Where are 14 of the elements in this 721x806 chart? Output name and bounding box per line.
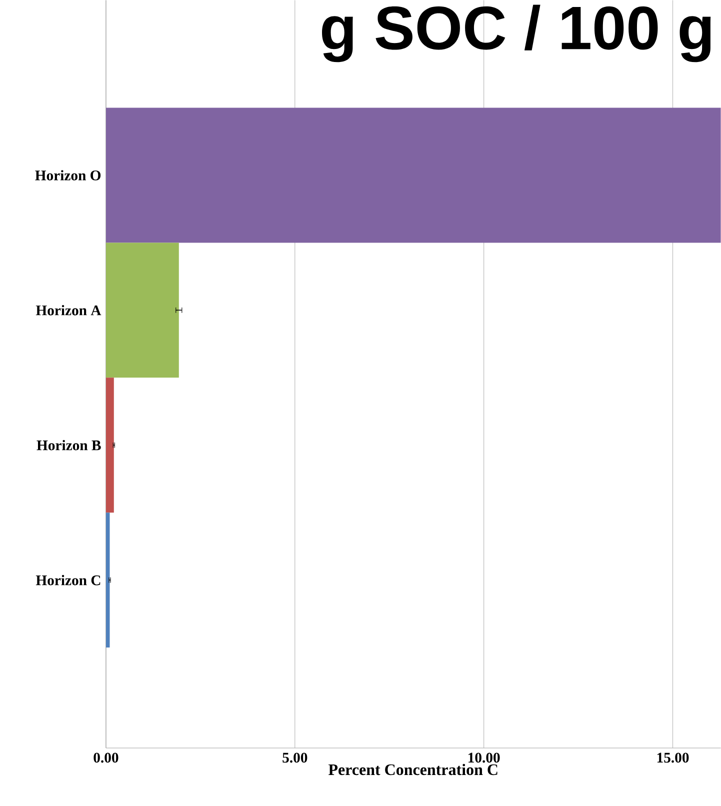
x-tick-label: 0.00 <box>94 752 118 763</box>
y-tick-label: Horizon C <box>36 574 100 586</box>
x-tick-label: 5.00 <box>282 752 308 763</box>
x-axis-title: Percent Concentration C <box>328 764 498 776</box>
bar <box>106 242 179 378</box>
bar <box>106 108 721 243</box>
x-tick-label: 15.00 <box>657 752 689 763</box>
bar <box>106 378 114 513</box>
bar <box>106 512 110 648</box>
y-tick-label: Horizon B <box>36 440 101 450</box>
y-tick-label: Horizon O <box>35 170 101 180</box>
y-tick-label: Horizon A <box>36 305 102 316</box>
x-tick-label: 10.00 <box>468 752 500 763</box>
chart-title: g SOC / 100 g <box>322 4 711 62</box>
